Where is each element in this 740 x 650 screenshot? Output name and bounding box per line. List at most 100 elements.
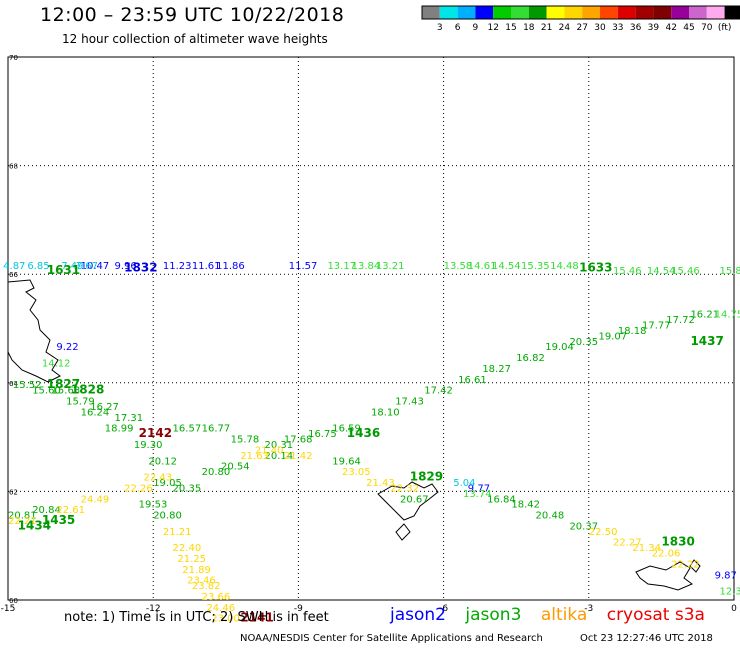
legend-tick-label: 39 <box>648 23 660 33</box>
wave-height-label: 20.67 <box>400 494 429 505</box>
y-tick-label: 62 <box>9 488 18 496</box>
legend-tick-label: 12 <box>487 23 498 33</box>
wave-height-label: 16.75 <box>308 429 337 440</box>
wave-height-label: 18.18 <box>618 326 647 337</box>
wave-height-label: 19.53 <box>139 500 168 511</box>
legend-swatch <box>617 6 636 19</box>
wave-height-label: 16.27 <box>90 402 119 413</box>
wave-height-label: 16.77 <box>202 424 231 435</box>
wave-height-label: 18.10 <box>371 407 400 418</box>
wave-height-label: 22.26 <box>124 483 153 494</box>
wave-height-label: 20.80 <box>202 467 231 478</box>
wave-height-label: 7.49 <box>61 261 83 272</box>
pass-number-label: 1437 <box>690 334 723 348</box>
wave-height-label: 13.21 <box>376 261 405 272</box>
wave-height-label: 21.25 <box>177 554 206 565</box>
wave-height-label: 15.46 <box>613 266 642 277</box>
x-tick-label: -15 <box>1 604 16 614</box>
wave-height-label: 19.07 <box>598 331 627 342</box>
legend-tick-label: 30 <box>594 23 606 33</box>
wave-height-label: 19.30 <box>134 440 163 451</box>
wave-height-label: 18.42 <box>511 500 540 511</box>
x-tick-label: -9 <box>294 604 303 614</box>
wave-height-label: 17.31 <box>114 413 143 424</box>
wave-height-label: 15.78 <box>231 435 260 446</box>
legend-tick-label: 33 <box>612 23 623 33</box>
wave-height-label: 9.77 <box>468 483 490 494</box>
wave-height-label: 14.54 <box>647 266 676 277</box>
legend-swatch <box>422 6 440 19</box>
pass-number-label: 1829 <box>410 470 443 484</box>
wave-height-label: 19.64 <box>332 456 361 467</box>
wave-height-label: 11.23 <box>163 261 192 272</box>
wave-height-label: 13.17 <box>327 261 356 272</box>
footer-note: note: 1) Time is in UTC; 2) SWH is in fe… <box>64 610 329 625</box>
wave-height-label: 20.81 <box>8 511 37 522</box>
legend-tick-label: 6 <box>455 23 461 33</box>
satellite-label-altika: altika <box>540 605 588 625</box>
legend-swatch <box>706 6 725 19</box>
wave-height-label: 19.05 <box>153 478 182 489</box>
wave-height-label: 9.87 <box>715 570 737 581</box>
wave-height-label: 22.40 <box>173 543 202 554</box>
pass-number-label: 2142 <box>139 426 172 440</box>
wave-height-label: 15.83 <box>719 266 740 277</box>
x-tick-label: -12 <box>146 604 161 614</box>
wave-height-label: 22.22 <box>671 559 700 570</box>
satellite-label-jason2: jason2 <box>390 605 446 625</box>
legend-tick-label: 15 <box>505 23 516 33</box>
wave-height-label: 21.34 <box>632 543 661 554</box>
satellite-label-cryosat: cryosat s3a <box>606 605 705 625</box>
wave-height-label: 17.43 <box>395 397 424 408</box>
wave-height-label: 11.61 <box>192 261 221 272</box>
wave-height-label: 23.82 <box>192 581 221 592</box>
wave-height-label: 16.82 <box>516 353 545 364</box>
plot-frame <box>7 56 735 601</box>
coastline <box>377 481 439 521</box>
pass-number-label: 1827 <box>47 377 80 391</box>
legend-swatch <box>457 6 476 19</box>
wave-height-label: 18.99 <box>105 424 134 435</box>
wave-height-label: 14.54 <box>492 261 521 272</box>
credit-text: NOAA/NESDIS Center for Satellite Applica… <box>240 633 543 644</box>
pass-number-label: 1830 <box>661 535 694 549</box>
wave-height-label: 14.12 <box>42 359 71 370</box>
coastline <box>395 523 411 541</box>
wave-height-label: 20.31 <box>265 440 294 451</box>
wave-height-label: 13.84 <box>352 261 381 272</box>
y-tick-label: 70 <box>9 54 18 62</box>
legend-tick-label: 9 <box>473 23 479 33</box>
wave-height-label: 16.61 <box>458 375 487 386</box>
pass-number-label: 1631 <box>47 263 80 277</box>
legend-swatch <box>582 6 600 19</box>
wave-height-label: 21.42 <box>284 451 313 462</box>
x-tick-label: -3 <box>584 604 593 614</box>
legend-swatch <box>724 6 740 19</box>
wave-height-label: 17.77 <box>642 321 671 332</box>
wave-height-label: 16.24 <box>81 407 110 418</box>
legend-swatch <box>528 6 547 19</box>
wave-height-label: 23.00 <box>211 614 240 625</box>
wave-height-label: 10.47 <box>81 261 110 272</box>
wave-height-label: 5.04 <box>453 478 475 489</box>
satellite-label-jason3: jason3 <box>465 605 522 625</box>
legend-frame <box>421 5 740 20</box>
legend-tick-label: 27 <box>576 23 587 33</box>
wave-height-label: 4.87 <box>3 261 25 272</box>
wave-height-label: 21.43 <box>366 478 395 489</box>
legend-swatch <box>475 6 494 19</box>
wave-height-label: 17.42 <box>424 386 453 397</box>
legend-tick-label: 45 <box>683 23 694 33</box>
wave-height-label: 15.35 <box>521 261 550 272</box>
wave-height-label: 9.96 <box>114 261 136 272</box>
legend-tick-label: 70 <box>701 23 713 33</box>
wave-height-label: 23.46 <box>187 576 216 587</box>
wave-height-label: 20.37 <box>569 521 598 532</box>
chart-subtitle: 12 hour collection of altimeter wave hei… <box>62 32 328 46</box>
chart-title: 12:00 – 23:59 UTC 10/22/2018 <box>40 4 345 26</box>
wave-height-label: 21.63 <box>240 451 269 462</box>
wave-height-label: 22.43 <box>144 473 173 484</box>
wave-height-label: 14.48 <box>550 261 579 272</box>
wave-height-label: 11.57 <box>289 261 318 272</box>
